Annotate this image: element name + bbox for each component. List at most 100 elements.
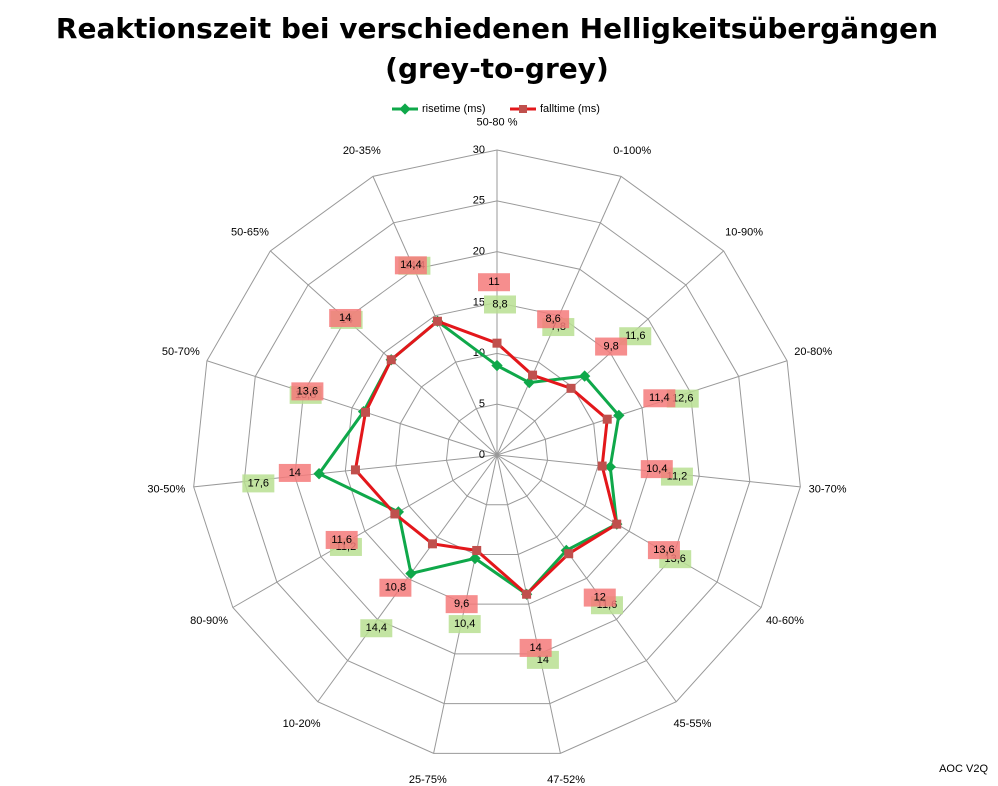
marker <box>604 461 616 473</box>
label-box <box>325 530 358 549</box>
marker <box>522 589 532 599</box>
data-label: 11,6 <box>331 534 352 546</box>
note: AOC V2Q <box>939 763 988 775</box>
marker <box>390 509 400 519</box>
data-label: 13,6 <box>653 544 674 556</box>
category-label: 0-100% <box>613 145 651 157</box>
marker <box>578 370 591 382</box>
spoke <box>270 250 498 456</box>
category-label: 50-65% <box>231 226 269 238</box>
label-box <box>484 295 516 314</box>
grid-line <box>395 352 599 555</box>
marker <box>427 539 437 549</box>
spoke <box>496 454 762 608</box>
spoke <box>496 454 561 754</box>
grid-line <box>445 403 549 506</box>
label-box <box>291 382 324 401</box>
category-label: 50-70% <box>162 346 200 358</box>
marker <box>528 370 538 380</box>
r-tick-label: 30 <box>473 144 485 156</box>
category-label: 10-20% <box>283 718 321 730</box>
marker <box>469 552 481 565</box>
chart-title: (grey-to-grey) <box>385 52 609 85</box>
category-label: 80-90% <box>190 615 228 627</box>
label-box <box>445 595 478 614</box>
data-label: 11,6 <box>625 330 646 342</box>
spoke <box>206 360 498 456</box>
marker <box>597 461 607 471</box>
chart-title: Reaktionszeit bei verschiedenen Helligke… <box>56 12 938 45</box>
label-box <box>448 615 481 634</box>
marker <box>386 355 396 365</box>
r-tick-label: 5 <box>479 398 485 410</box>
data-label: 17,6 <box>248 477 269 489</box>
data-label: 14 <box>339 312 351 324</box>
marker <box>566 383 576 393</box>
category-label: 30-70% <box>809 484 847 496</box>
data-label: 11 <box>488 276 499 288</box>
category-label: 10-90% <box>725 226 763 238</box>
label-box <box>595 337 628 356</box>
data-label: 11,4 <box>649 392 670 404</box>
category-label: 30-50% <box>147 484 185 496</box>
label-box <box>647 541 680 560</box>
marker <box>491 359 503 372</box>
spoke <box>193 454 498 488</box>
category-label: 20-80% <box>794 346 832 358</box>
label-box <box>278 463 311 482</box>
data-label: 10,8 <box>385 582 406 594</box>
legend-label: risetime (ms) <box>422 103 486 115</box>
label-box <box>242 474 275 493</box>
legend-label: falltime (ms) <box>540 103 600 115</box>
marker <box>432 316 442 326</box>
grid-line <box>344 301 650 605</box>
data-label: 9,6 <box>454 598 469 610</box>
spoke <box>232 454 498 608</box>
data-label: 10,4 <box>454 618 475 630</box>
label-box <box>619 327 652 346</box>
series-line <box>353 319 619 597</box>
marker <box>361 407 371 417</box>
spoke <box>496 454 677 703</box>
data-label: 9,8 <box>603 340 618 352</box>
label-box <box>478 273 510 292</box>
data-label: 12,6 <box>672 393 693 405</box>
marker <box>602 414 612 424</box>
r-tick-label: 15 <box>473 296 485 308</box>
data-label: 13,6 <box>297 385 318 397</box>
marker <box>564 549 574 559</box>
marker <box>492 338 502 348</box>
grid-line <box>193 149 801 754</box>
category-label: 20-35% <box>343 145 381 157</box>
data-label: 14,4 <box>400 259 421 271</box>
label-box <box>537 310 570 329</box>
category-label: 47-52% <box>547 774 585 786</box>
label-box <box>640 460 673 479</box>
label-box <box>394 256 427 275</box>
grid-line <box>294 251 700 655</box>
marker <box>405 567 417 580</box>
legend-marker <box>399 103 411 115</box>
label-box <box>360 619 393 638</box>
category-label: 25-75% <box>409 774 447 786</box>
category-label: 50-80 % <box>477 116 518 128</box>
spoke <box>496 360 788 456</box>
data-label: 14 <box>530 642 542 654</box>
label-box <box>519 638 552 657</box>
legend-marker <box>519 105 527 113</box>
r-tick-label: 25 <box>473 195 485 207</box>
category-label: 45-55% <box>673 718 711 730</box>
r-tick-label: 20 <box>473 246 485 258</box>
marker <box>350 465 360 475</box>
data-label: 10,4 <box>646 463 667 475</box>
label-box <box>643 389 676 408</box>
spoke <box>317 454 498 703</box>
data-label: 8,8 <box>492 298 507 310</box>
r-tick-label: 0 <box>479 449 485 461</box>
marker <box>313 468 325 480</box>
data-label: 8,6 <box>545 313 560 325</box>
marker <box>613 409 625 422</box>
label-box <box>329 308 362 327</box>
marker <box>523 376 535 389</box>
